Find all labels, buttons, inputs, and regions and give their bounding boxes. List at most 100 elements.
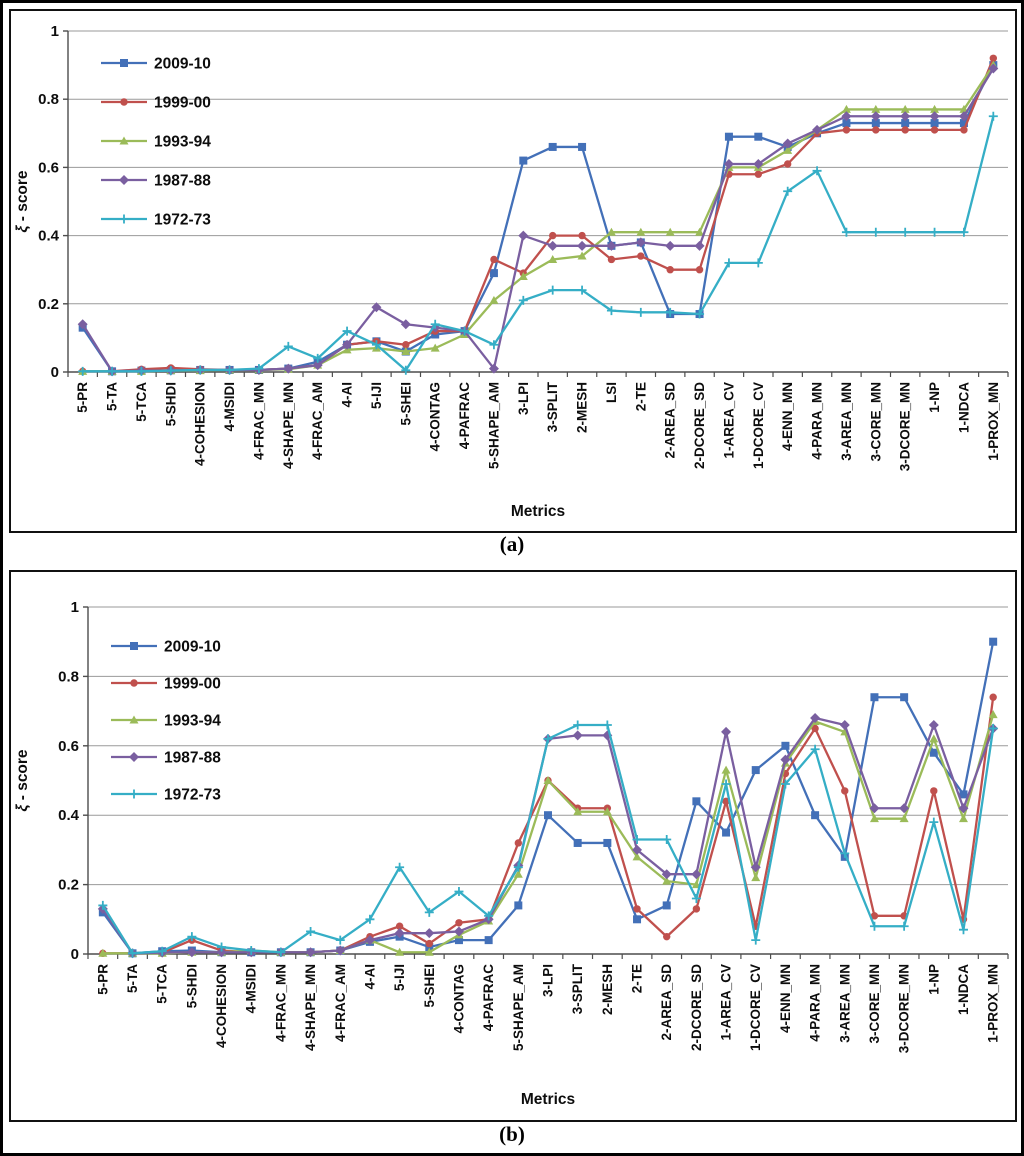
x-axis-label: 2-AREA_SD	[663, 382, 678, 459]
data-point-marker	[901, 126, 909, 134]
legend-label: 1987-88	[164, 750, 221, 767]
legend-label: 2009-10	[154, 56, 211, 73]
x-axis-label: 5-IJI	[369, 382, 384, 409]
data-point-marker	[754, 132, 763, 141]
x-axis-label: 3-DCORE_MN	[898, 382, 913, 471]
data-point-marker	[988, 723, 998, 733]
x-axis-label: 5-PR	[75, 382, 90, 413]
data-point-marker	[129, 752, 139, 762]
x-axis-label: 3-SPLIT	[570, 963, 585, 1014]
data-point-marker	[518, 272, 528, 281]
x-axis-label: 2-MESH	[600, 964, 615, 1015]
data-point-marker	[313, 353, 323, 363]
x-axis-label: 4-SHAPE_MN	[303, 964, 318, 1051]
x-axis-label: 5-PR	[95, 964, 110, 995]
y-tick-label: 1	[51, 23, 59, 40]
data-point-marker	[783, 145, 793, 154]
data-point-marker	[488, 363, 499, 374]
data-point-marker	[490, 255, 498, 264]
data-point-marker	[959, 119, 968, 128]
data-point-marker	[484, 936, 493, 945]
x-axis-label: 5-SHEI	[398, 382, 413, 426]
series-1972-73	[98, 720, 998, 958]
data-point-marker	[751, 935, 761, 945]
data-point-marker	[930, 104, 940, 113]
data-point-marker	[841, 104, 851, 113]
data-point-marker	[342, 326, 352, 336]
data-point-marker	[514, 839, 523, 847]
data-point-marker	[842, 119, 851, 128]
data-point-marker	[394, 928, 405, 939]
data-point-marker	[959, 227, 969, 237]
data-point-marker	[489, 295, 499, 304]
legend-label: 1999-00	[164, 676, 221, 693]
data-point-marker	[371, 340, 381, 350]
data-point-marker	[870, 111, 881, 122]
legend-label: 1993-94	[154, 134, 211, 151]
data-point-marker	[518, 295, 528, 305]
y-axis-title: ξ - score	[14, 749, 31, 811]
x-axis-label: 4-FRAC_MN	[273, 964, 288, 1042]
series-1993-94	[78, 60, 998, 375]
data-point-marker	[695, 266, 704, 274]
data-point-marker	[899, 803, 910, 814]
data-point-marker	[899, 921, 909, 931]
data-point-marker	[751, 766, 760, 775]
data-point-marker	[578, 142, 587, 151]
data-point-marker	[513, 869, 523, 878]
data-point-marker	[930, 227, 940, 237]
x-axis-label: 5-TCA	[134, 382, 149, 422]
data-point-marker	[751, 873, 761, 882]
series-line	[101, 723, 995, 955]
data-point-marker	[454, 887, 464, 897]
data-point-marker	[870, 912, 879, 920]
x-axis-label: 1-NP	[927, 382, 942, 413]
x-axis-title: Metrics	[521, 1091, 575, 1108]
data-point-marker	[928, 719, 939, 730]
data-point-marker	[225, 365, 235, 375]
data-point-marker	[606, 306, 616, 316]
legend-label: 2009-10	[164, 639, 221, 656]
y-tick-label: 0.2	[58, 877, 79, 894]
series-1987-88	[97, 713, 999, 959]
data-point-marker	[900, 104, 910, 113]
data-point-marker	[724, 258, 734, 268]
x-axis-label: 5-SHDI	[184, 964, 199, 1008]
data-point-marker	[157, 946, 167, 956]
x-axis-label: 1-PROX_MN	[986, 964, 1001, 1043]
data-point-marker	[577, 285, 587, 295]
data-point-marker	[120, 59, 128, 67]
x-axis-label: 3-CORE_MN	[867, 964, 882, 1044]
data-point-marker	[780, 754, 791, 765]
x-axis-title: Metrics	[511, 503, 565, 520]
data-point-marker	[217, 942, 227, 952]
data-point-marker	[543, 776, 553, 784]
data-point-marker	[453, 926, 464, 937]
data-point-marker	[753, 258, 763, 268]
data-point-marker	[929, 748, 938, 757]
data-point-marker	[841, 227, 851, 237]
data-point-marker	[577, 240, 588, 251]
data-point-marker	[989, 693, 997, 701]
data-point-marker	[929, 817, 939, 827]
data-point-marker	[810, 744, 820, 754]
data-point-marker	[119, 214, 129, 224]
data-point-marker	[869, 814, 879, 823]
data-point-marker	[721, 726, 732, 737]
data-point-marker	[602, 807, 612, 816]
x-axis-label: 3-LPI	[516, 382, 531, 415]
data-point-marker	[365, 914, 375, 924]
y-tick-label: 0.2	[38, 296, 59, 313]
data-point-marker	[514, 901, 523, 910]
x-axis-label: 5-TA	[105, 382, 120, 411]
data-point-marker	[548, 285, 558, 295]
data-point-marker	[424, 928, 435, 939]
data-point-marker	[364, 935, 375, 946]
data-point-marker	[513, 862, 523, 872]
data-point-marker	[632, 844, 643, 855]
series-line	[102, 714, 995, 955]
legend-label: 1972-73	[164, 787, 221, 804]
x-axis-label: 4-ENN_MN	[778, 964, 793, 1033]
data-point-marker	[548, 254, 558, 263]
